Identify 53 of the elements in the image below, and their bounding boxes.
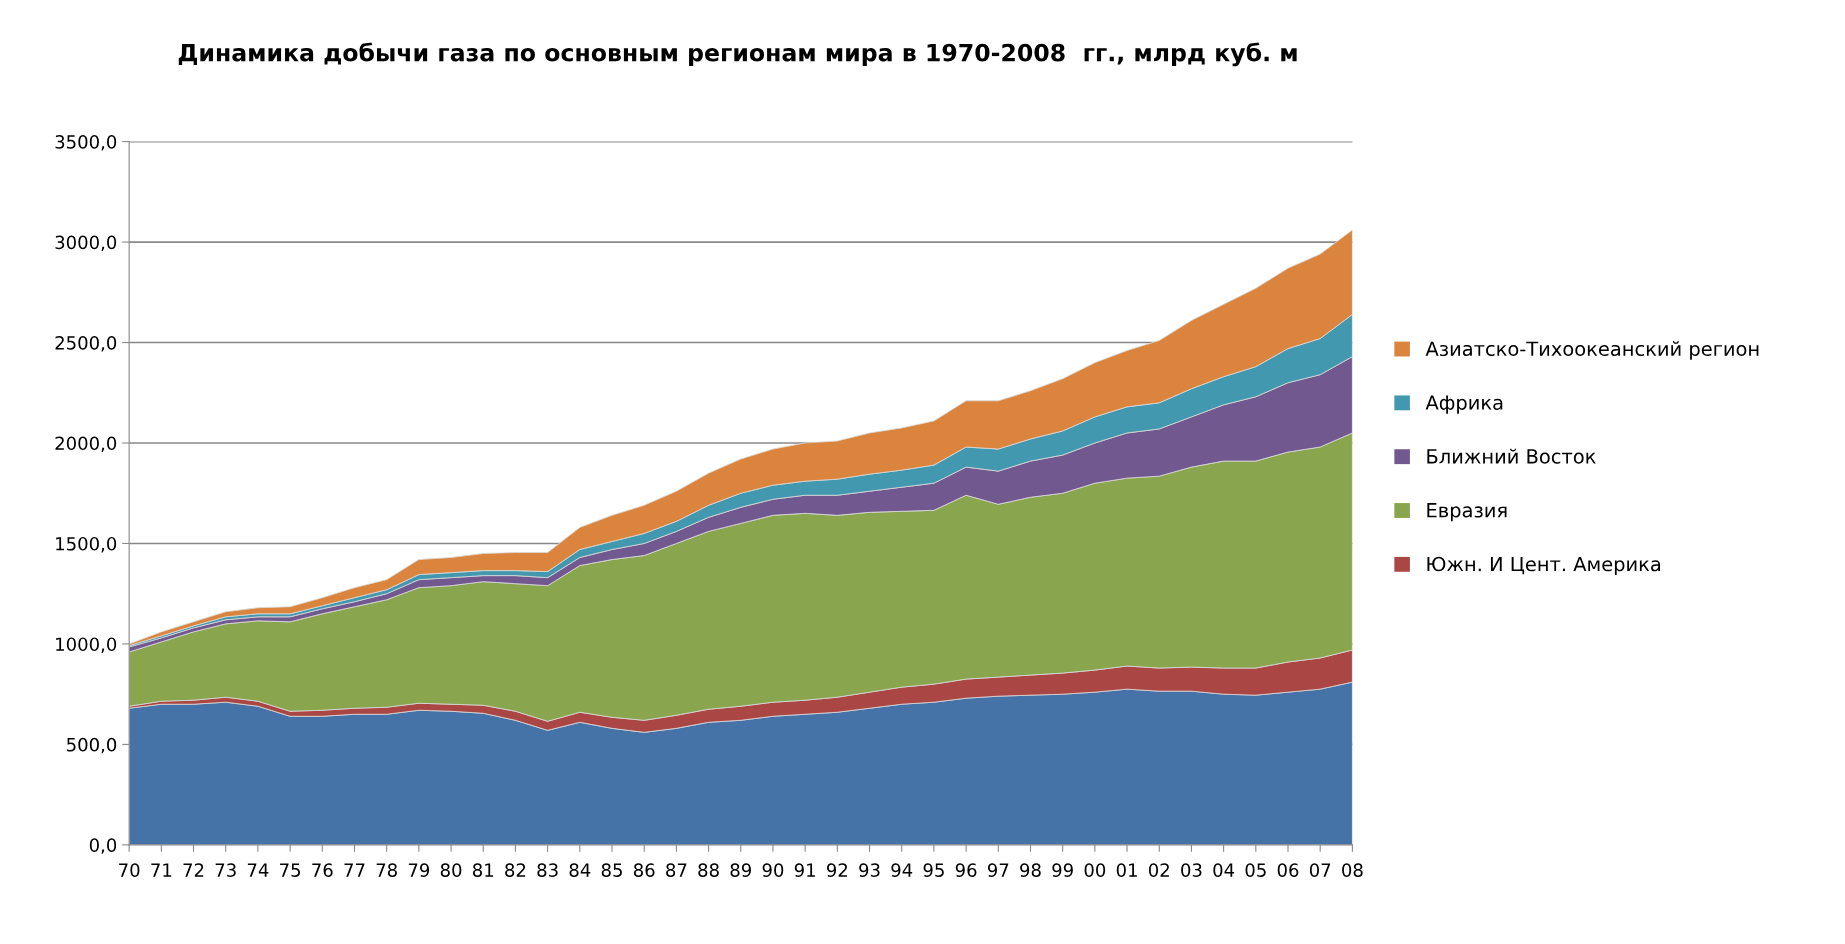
x-tick-label: 85 [601,863,622,877]
x-tick-label: 72 [183,863,204,877]
x-tick-label: 89 [730,863,751,877]
x-tick-label: 79 [408,863,430,877]
x-tick-label: 82 [505,863,526,877]
x-tick-label: 91 [794,863,815,877]
y-tick-label: 2000,0 [55,436,117,452]
x-tick-label: 78 [376,863,397,877]
x-tick-label: 07 [1309,863,1331,877]
x-tick-label: 83 [537,863,558,877]
x-tick-label: 93 [859,863,880,877]
x-tick-label: 76 [312,863,333,877]
x-tick-label: 05 [1245,863,1266,877]
x-tick-label: 94 [891,863,913,877]
x-tick-label: 92 [826,863,848,877]
x-tick-label: 97 [987,863,1009,877]
x-tick-label: 77 [344,863,365,877]
x-tick-label: 86 [633,863,655,877]
x-tick-label: 95 [923,863,944,877]
legend-label: Южн. И Цент. Америка [1427,556,1661,576]
x-tick-label: 98 [1020,863,1041,877]
x-tick-label: 96 [955,863,977,877]
y-tick-label: 0,0 [89,838,117,854]
x-tick-label: 73 [215,863,236,877]
x-tick-label: 71 [151,863,172,877]
x-tick-label: 00 [1084,863,1106,877]
y-tick-label: 1500,0 [56,536,117,553]
chart-title: Динамика добычи газа по основным регионам мира в 1970-2008 гг., млрд куб. м [178,42,1297,67]
x-tick-label: 70 [119,863,140,877]
y-tick-label: 3500,0 [55,135,117,151]
legend-label: Ближний Восток [1427,448,1596,464]
y-tick-label: 500,0 [67,737,117,754]
y-tick-label: 2500,0 [55,336,117,352]
x-tick-label: 80 [440,863,462,877]
x-tick-label: 01 [1116,863,1137,877]
legend-label: Африка [1425,395,1503,414]
x-tick-label: 75 [280,863,301,877]
x-tick-label: 02 [1148,863,1169,877]
x-tick-label: 06 [1277,863,1299,877]
x-tick-label: 90 [762,863,784,877]
y-tick-label: 1000,0 [56,637,117,653]
x-tick-label: 84 [569,863,591,877]
x-tick-label: 74 [247,863,269,877]
x-tick-label: 03 [1181,863,1202,877]
x-tick-label: 81 [472,863,494,877]
x-tick-label: 04 [1213,863,1235,877]
x-tick-label: 87 [666,863,687,877]
x-tick-label: 88 [698,863,719,877]
legend-label: Азиатско-Тихоокеанский регион [1425,341,1759,360]
x-tick-label: 08 [1342,863,1363,877]
y-tick-label: 3000,0 [55,235,117,252]
legend-label: Евразия [1427,503,1507,522]
x-tick-label: 99 [1052,863,1073,877]
